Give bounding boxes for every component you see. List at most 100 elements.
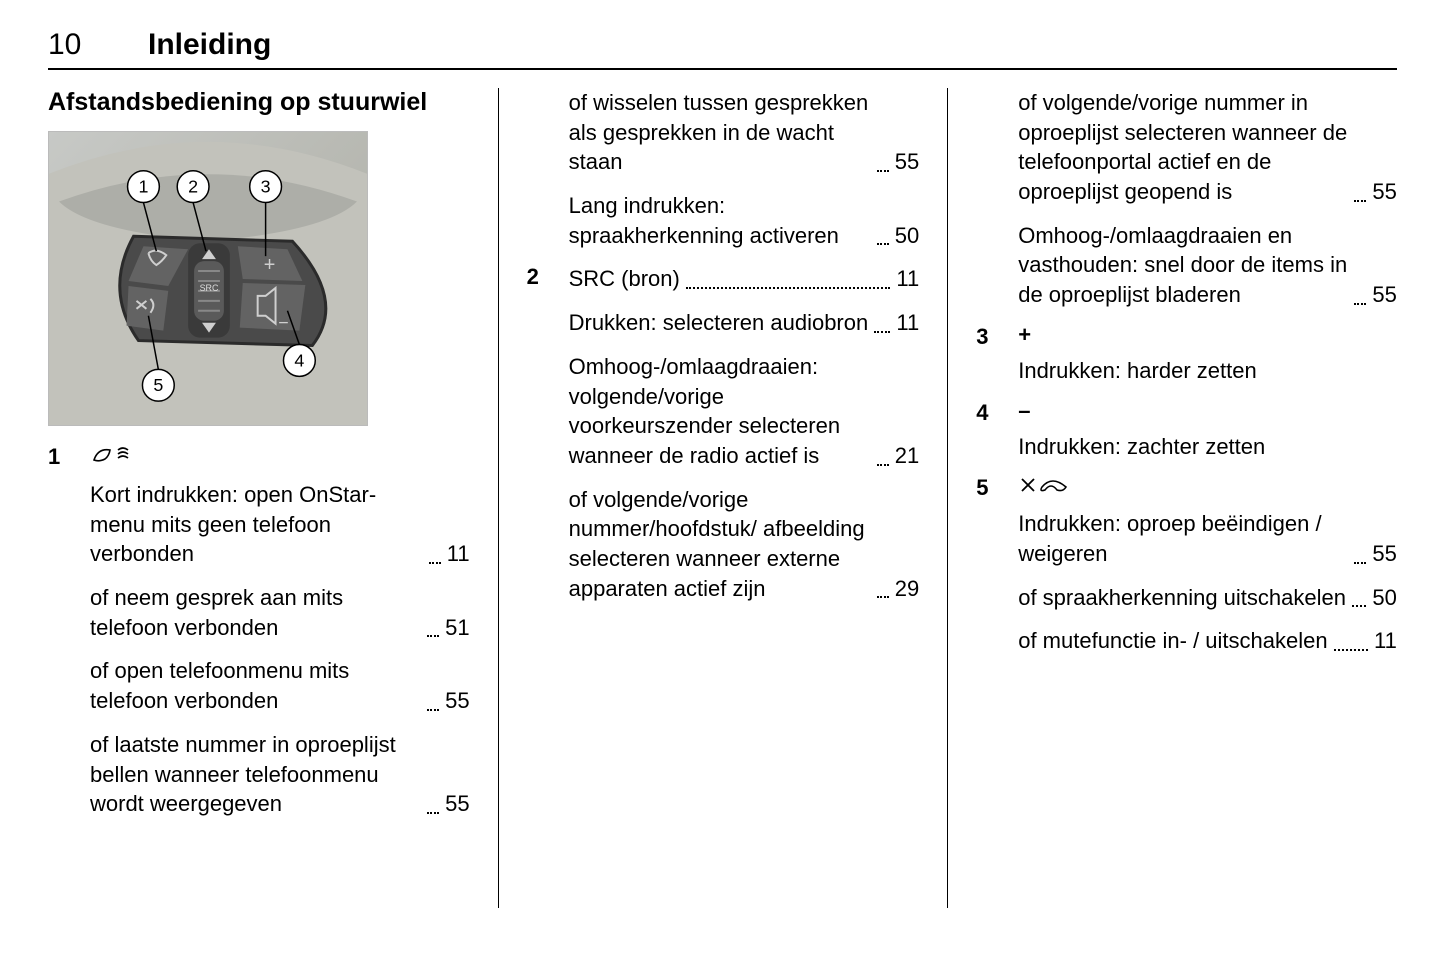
callout-label: 4 [294, 350, 304, 370]
leader-dots [877, 596, 889, 598]
line-text: Indrukken: oproep beëindigen / weigeren [1018, 509, 1348, 568]
entry-1-line-0: Kort indrukken: open OnStar-menu mits ge… [90, 480, 470, 569]
entry-1-line-1: of neem gesprek aan mits telefoon verbon… [90, 583, 470, 642]
column-2: of wisselen tussen gesprekken als gespre… [498, 88, 948, 908]
phone-accept-icon [90, 444, 470, 470]
entry-1-num: 1 [48, 444, 72, 470]
entry-2-body: SRC (bron) 11 Drukken: selecteren audiob… [569, 264, 920, 617]
minus-symbol: – [1018, 400, 1397, 422]
callout-label: 2 [188, 177, 198, 197]
entry-1-body: Kort indrukken: open OnStar-menu mits ge… [90, 444, 470, 833]
page-ref: 55 [1372, 177, 1396, 207]
line-text: SRC (bron) [569, 264, 680, 294]
page-ref: 50 [895, 221, 919, 251]
entry-5: 5 Indrukken: oproep beëindigen / weigere… [976, 475, 1397, 670]
page-number: 10 [48, 28, 148, 62]
leader-dots [1354, 200, 1366, 202]
entry-4-num: 4 [976, 400, 1000, 426]
page-header: 10 Inleiding [48, 28, 1397, 70]
col3-continuation: of volgende/vorige nummer in oproeplijst… [1018, 88, 1397, 310]
entry-5-body: Indrukken: oproep beëindigen / weigeren … [1018, 475, 1397, 670]
entry-3: 3 + Indrukken: harder zetten [976, 324, 1397, 400]
entry-5-num: 5 [976, 475, 1000, 501]
callout-label: 1 [138, 177, 148, 197]
col3-cont-1: Omhoog-/omlaagdraaien en vasthouden: sne… [1018, 221, 1397, 310]
entry-2-line-2: of volgende/vorige nummer/hoofdstuk/ afb… [569, 485, 920, 604]
line-text: of neem gesprek aan mits telefoon verbon… [90, 583, 421, 642]
entry-3-body: + Indrukken: harder zetten [1018, 324, 1397, 400]
col3-cont-0: of volgende/vorige nummer in oproeplijst… [1018, 88, 1397, 207]
entry-1-line-3: of laatste nummer in oproeplijst bellen … [90, 730, 470, 819]
line-text: Lang indrukken: spraakherkenning activer… [569, 191, 871, 250]
line-text: of spraakherkenning uitschakelen [1018, 583, 1346, 613]
diagram-svg: SRC + − 1 2 3 4 5 [49, 132, 367, 425]
leader-dots [1354, 562, 1366, 564]
col2-cont-0: of wisselen tussen gesprekken als gespre… [569, 88, 920, 177]
col2-cont-1: Lang indrukken: spraakherkenning activer… [569, 191, 920, 250]
leader-dots [427, 635, 439, 637]
leader-dots [429, 562, 441, 564]
page-ref: 11 [447, 539, 470, 569]
entry-4-line: Indrukken: zachter zetten [1018, 432, 1397, 462]
leader-dots [1352, 605, 1366, 607]
page-ref: 51 [445, 613, 469, 643]
entry-2-line-1: Omhoog-/omlaagdraaien: volgende/vorige v… [569, 352, 920, 471]
section-title: Inleiding [148, 28, 271, 62]
page-ref: 11 [1374, 626, 1397, 656]
entry-5-line-0: Indrukken: oproep beëindigen / weigeren … [1018, 509, 1397, 568]
line-text: Omhoog-/omlaagdraaien: volgende/vorige v… [569, 352, 871, 471]
leader-dots [877, 464, 889, 466]
callout-label: 3 [261, 177, 271, 197]
leader-dots [427, 812, 439, 814]
page-ref: 50 [1372, 583, 1396, 613]
page-ref: 55 [445, 789, 469, 819]
steering-wheel-diagram: SRC + − 1 2 3 4 5 [48, 131, 368, 426]
entry-4: 4 – Indrukken: zachter zetten [976, 400, 1397, 476]
line-text: Kort indrukken: open OnStar-menu mits ge… [90, 480, 423, 569]
line-text: of mutefunctie in- / uitschakelen [1018, 626, 1327, 656]
page-ref: 11 [896, 264, 919, 294]
leader-dots [877, 170, 889, 172]
page-ref: 29 [895, 574, 919, 604]
entry-5-line-2: of mutefunctie in- / uitschakelen 11 [1018, 626, 1397, 656]
page-ref: 55 [1372, 539, 1396, 569]
minus-icon: − [278, 313, 288, 333]
hangup-mute-icon [1018, 475, 1397, 499]
plus-icon: + [264, 254, 276, 276]
plus-symbol: + [1018, 324, 1397, 346]
line-text: of wisselen tussen gesprekken als gespre… [569, 88, 871, 177]
entry-2: 2 SRC (bron) 11 Drukken: selecteren audi… [527, 264, 920, 617]
subsection-title: Afstandsbediening op stuurwiel [48, 88, 470, 117]
col2-continuation: of wisselen tussen gesprekken als gespre… [569, 88, 920, 250]
leader-dots [686, 287, 891, 289]
line-text: of volgende/vorige nummer/hoofdstuk/ afb… [569, 485, 871, 604]
leader-dots [1354, 303, 1366, 305]
entry-3-line: Indrukken: harder zetten [1018, 356, 1397, 386]
column-1: Afstandsbediening op stuurwiel [48, 88, 498, 908]
src-label: SRC [200, 283, 219, 293]
entry-1: 1 Kort indrukken: open OnStar-menu mits … [48, 444, 470, 833]
line-text: Drukken: selecteren audiobron [569, 308, 869, 338]
entry-2-num: 2 [527, 264, 551, 290]
leader-dots [1334, 649, 1368, 651]
line-text: of open telefoonmenu mits telefoon verbo… [90, 656, 421, 715]
leader-dots [874, 331, 890, 333]
column-3: of volgende/vorige nummer in oproeplijst… [947, 88, 1397, 908]
entry-4-body: – Indrukken: zachter zetten [1018, 400, 1397, 476]
callout-label: 5 [153, 375, 163, 395]
leader-dots [877, 243, 889, 245]
entry-2-head: SRC (bron) 11 [569, 264, 920, 294]
content-columns: Afstandsbediening op stuurwiel [48, 88, 1397, 908]
line-text: of laatste nummer in oproeplijst bellen … [90, 730, 421, 819]
entry-3-num: 3 [976, 324, 1000, 350]
entry-2-line-0: Drukken: selecteren audiobron 11 [569, 308, 920, 338]
line-text: of volgende/vorige nummer in oproeplijst… [1018, 88, 1348, 207]
entry-1-line-2: of open telefoonmenu mits telefoon verbo… [90, 656, 470, 715]
entry-5-line-1: of spraakherkenning uitschakelen 50 [1018, 583, 1397, 613]
page-ref: 21 [895, 441, 919, 471]
page-ref: 11 [896, 308, 919, 338]
page-ref: 55 [1372, 280, 1396, 310]
page-ref: 55 [445, 686, 469, 716]
line-text: Omhoog-/omlaagdraaien en vasthouden: sne… [1018, 221, 1348, 310]
mute-button [127, 286, 169, 331]
